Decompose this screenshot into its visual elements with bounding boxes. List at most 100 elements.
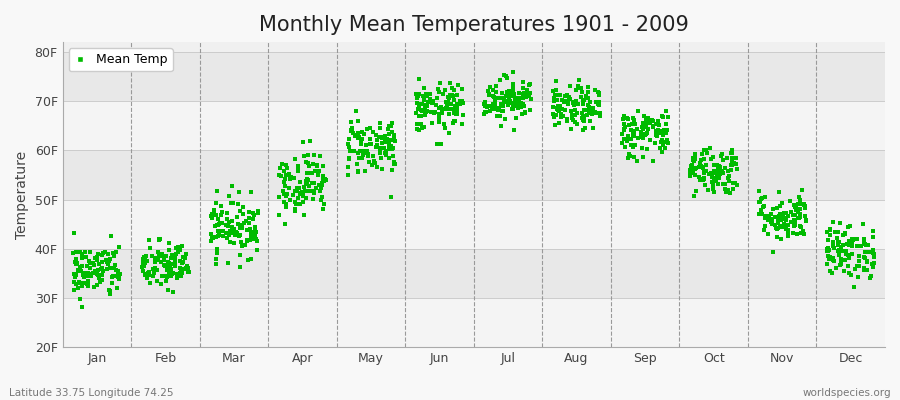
Point [94, 277, 109, 283]
Point [518, 102, 532, 109]
Point [788, 202, 802, 208]
Point [797, 212, 812, 219]
Point [307, 190, 321, 196]
Point [683, 167, 698, 174]
Point [638, 132, 652, 139]
Point [310, 162, 324, 168]
Point [204, 233, 219, 240]
Point [160, 262, 175, 268]
Point [721, 168, 735, 174]
Point [572, 77, 586, 84]
Point [793, 197, 807, 203]
Point [103, 288, 117, 294]
Point [211, 228, 225, 234]
Point [684, 162, 698, 169]
Point [90, 281, 104, 288]
Point [661, 114, 675, 120]
Point [367, 158, 382, 164]
Point [67, 230, 81, 236]
Point [291, 164, 305, 170]
Point [778, 216, 792, 222]
Point [631, 135, 645, 141]
Point [792, 194, 806, 201]
Point [316, 174, 330, 181]
Point [580, 102, 595, 109]
Point [356, 148, 371, 154]
Point [152, 236, 166, 242]
Point [788, 223, 802, 229]
Point [496, 103, 510, 110]
Point [560, 116, 574, 122]
Point [768, 222, 782, 229]
Point [626, 132, 641, 139]
Point [351, 130, 365, 136]
Point [162, 240, 176, 246]
Point [578, 124, 592, 131]
Point [378, 135, 392, 141]
Point [232, 188, 247, 195]
Point [836, 257, 850, 263]
Point [83, 248, 97, 255]
Point [222, 239, 237, 246]
Point [428, 108, 442, 115]
Point [450, 111, 464, 118]
Point [701, 170, 716, 177]
Point [415, 124, 429, 131]
Point [248, 229, 263, 236]
Point [562, 94, 577, 101]
Point [626, 133, 640, 139]
Point [210, 222, 224, 229]
Point [697, 175, 711, 181]
Point [385, 129, 400, 135]
Point [382, 155, 396, 161]
Point [297, 153, 311, 159]
Point [852, 257, 867, 264]
Point [278, 201, 293, 208]
Point [486, 93, 500, 99]
Point [365, 152, 380, 159]
Point [180, 263, 194, 269]
Point [220, 223, 235, 229]
Point [368, 132, 382, 138]
Point [442, 111, 456, 118]
Point [228, 230, 242, 236]
Point [303, 138, 318, 144]
Point [846, 235, 860, 242]
Point [584, 111, 598, 117]
Point [232, 225, 247, 231]
Point [684, 167, 698, 173]
Point [853, 243, 868, 250]
Point [239, 236, 254, 243]
Point [765, 218, 779, 224]
Point [820, 245, 834, 252]
Point [758, 215, 772, 222]
Point [102, 286, 116, 293]
Point [70, 268, 85, 274]
Point [575, 109, 590, 116]
Point [754, 207, 769, 214]
Point [830, 234, 844, 241]
Point [91, 251, 105, 258]
Point [374, 124, 388, 131]
Point [657, 139, 671, 145]
Point [179, 265, 194, 271]
Point [506, 92, 520, 99]
Point [714, 153, 728, 159]
Point [249, 235, 264, 242]
Point [244, 228, 258, 235]
Point [276, 168, 291, 174]
Point [707, 170, 722, 176]
Point [445, 92, 459, 98]
Point [623, 152, 637, 159]
Point [650, 128, 664, 134]
Point [428, 110, 442, 116]
Point [204, 215, 219, 221]
Point [724, 155, 739, 161]
Point [707, 175, 722, 181]
Point [314, 181, 328, 188]
Point [250, 238, 265, 244]
Point [567, 102, 581, 108]
Title: Monthly Mean Temperatures 1901 - 2009: Monthly Mean Temperatures 1901 - 2009 [259, 15, 688, 35]
Point [550, 105, 564, 112]
Point [781, 226, 796, 233]
